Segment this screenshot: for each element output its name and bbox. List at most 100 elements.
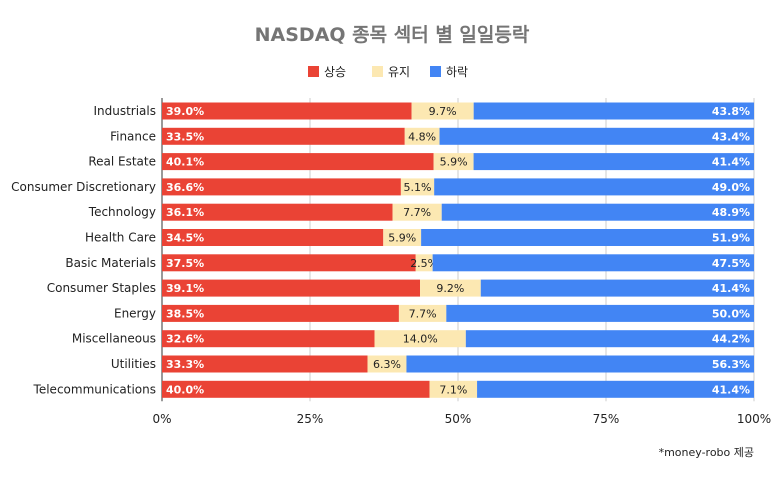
- bar-value-label: 49.0%: [712, 181, 750, 194]
- x-tick-label: 25%: [297, 412, 324, 426]
- bar-segment: [439, 127, 754, 145]
- bar-value-label: 37.5%: [166, 257, 204, 270]
- bar-value-label: 48.9%: [712, 206, 750, 219]
- bar-segment: [434, 178, 754, 196]
- bar-segment: [367, 355, 407, 373]
- bar-value-label: 40.1%: [166, 156, 204, 169]
- legend: 상승 유지 하락: [308, 65, 468, 79]
- category-label: Real Estate: [88, 155, 156, 169]
- category-label: Industrials: [93, 104, 156, 118]
- gridlines: [161, 98, 755, 402]
- category-label: Utilities: [111, 357, 156, 371]
- x-tick-label: 50%: [445, 412, 472, 426]
- bar-segment: [162, 304, 399, 322]
- legend-swatch: [430, 66, 441, 77]
- bar-value-label: 47.5%: [712, 257, 750, 270]
- category-label: Consumer Staples: [47, 281, 156, 295]
- x-tick-label: 0%: [152, 412, 171, 426]
- bar-value-label: 40.0%: [166, 383, 204, 396]
- legend-label: 유지: [388, 65, 410, 79]
- bar-segment: [383, 229, 422, 246]
- legend-swatch: [308, 66, 319, 77]
- bar-value-label: 36.1%: [166, 206, 204, 219]
- bar-value-label: 38.5%: [166, 307, 204, 320]
- bar-value-label: 7.7%: [403, 206, 431, 219]
- bar-value-label: 33.5%: [166, 130, 204, 143]
- bar-value-label: 56.3%: [712, 358, 750, 371]
- bar-value-label: 44.2%: [712, 333, 750, 346]
- bar-segment: [162, 279, 421, 297]
- bar-value-label: 6.3%: [373, 358, 401, 371]
- bar-segment: [392, 203, 442, 221]
- category-label: Energy: [114, 306, 156, 320]
- bar-value-label: 43.4%: [712, 130, 750, 143]
- bar-value-label: 51.9%: [712, 232, 750, 245]
- bar-segment: [162, 102, 412, 120]
- bar-value-label: 33.3%: [166, 358, 204, 371]
- bar-value-label: 9.2%: [436, 282, 464, 295]
- bar-value-label: 7.1%: [439, 383, 467, 396]
- bar-value-label: 41.4%: [712, 156, 750, 169]
- category-label: Health Care: [85, 231, 156, 245]
- category-label: Basic Materials: [65, 256, 156, 270]
- bar-value-label: 41.4%: [712, 383, 750, 396]
- bar-segment: [480, 279, 754, 297]
- bar-value-label: 5.1%: [404, 181, 432, 194]
- bar-segment: [432, 254, 754, 272]
- bar-value-label: 4.8%: [408, 130, 436, 143]
- bar-segment: [162, 330, 375, 348]
- legend-label: 상승: [324, 65, 346, 79]
- bar-value-label: 7.7%: [409, 307, 437, 320]
- bar-segment: [406, 355, 754, 373]
- bar-segment: [162, 254, 416, 272]
- legend-label: 하락: [446, 65, 468, 79]
- bar-segment: [374, 330, 466, 348]
- bar-segment: [398, 304, 447, 322]
- bar-value-label: 5.9%: [388, 232, 416, 245]
- bar-value-label: 41.4%: [712, 282, 750, 295]
- bar-value-label: 39.0%: [166, 105, 204, 118]
- x-axis-tick-labels: 0% 25% 50% 75% 100%: [152, 412, 771, 426]
- bar-segment: [400, 178, 435, 196]
- bar-segment: [446, 304, 754, 322]
- source-note: *money-robo 제공: [659, 446, 754, 459]
- bar-segment: [162, 178, 401, 196]
- bar-value-label: 39.1%: [166, 282, 204, 295]
- bar-value-label: 43.8%: [712, 105, 750, 118]
- bar-segment: [441, 203, 754, 221]
- bar-segment: [404, 127, 440, 145]
- bar-segment: [429, 380, 478, 398]
- category-label: Technology: [88, 205, 156, 219]
- bar-segment: [415, 254, 433, 272]
- bar-value-label: 5.9%: [440, 156, 468, 169]
- category-label: Miscellaneous: [72, 332, 156, 346]
- x-tick-label: 75%: [593, 412, 620, 426]
- category-labels: Industrials Finance Real Estate Consumer Di…: [11, 104, 156, 396]
- bar-segment: [420, 279, 481, 297]
- bar-segment: [162, 203, 393, 221]
- bar-segment: [433, 153, 474, 171]
- bar-value-label: 9.7%: [429, 105, 457, 118]
- bar-value-label: 36.6%: [166, 181, 204, 194]
- category-label: Finance: [110, 129, 156, 143]
- bar-segment: [162, 229, 384, 246]
- bar-segment: [411, 102, 474, 120]
- bar-value-label: 50.0%: [712, 307, 750, 320]
- bar-segment: [162, 127, 405, 145]
- bar-segment: [477, 380, 754, 398]
- category-label: Telecommunications: [33, 382, 156, 396]
- bar-segment: [421, 229, 754, 246]
- legend-swatch: [372, 66, 383, 77]
- bar-segment: [162, 153, 434, 171]
- bars: 39.0% 9.7% 43.8% 33.5% 4.8% 43.4% 40.1% 5.9% 41.…: [162, 102, 754, 398]
- bar-value-label: 2.5%: [410, 257, 438, 270]
- bar-segment: [162, 355, 368, 373]
- bar-segment: [162, 380, 430, 398]
- bar-segment: [473, 153, 754, 171]
- bar-value-label: 14.0%: [403, 333, 438, 346]
- bar-value-label: 32.6%: [166, 333, 204, 346]
- chart-title: NASDAQ 종목 섹터 별 일일등락: [255, 24, 530, 46]
- category-label: Consumer Discretionary: [11, 180, 156, 194]
- bar-value-label: 34.5%: [166, 232, 204, 245]
